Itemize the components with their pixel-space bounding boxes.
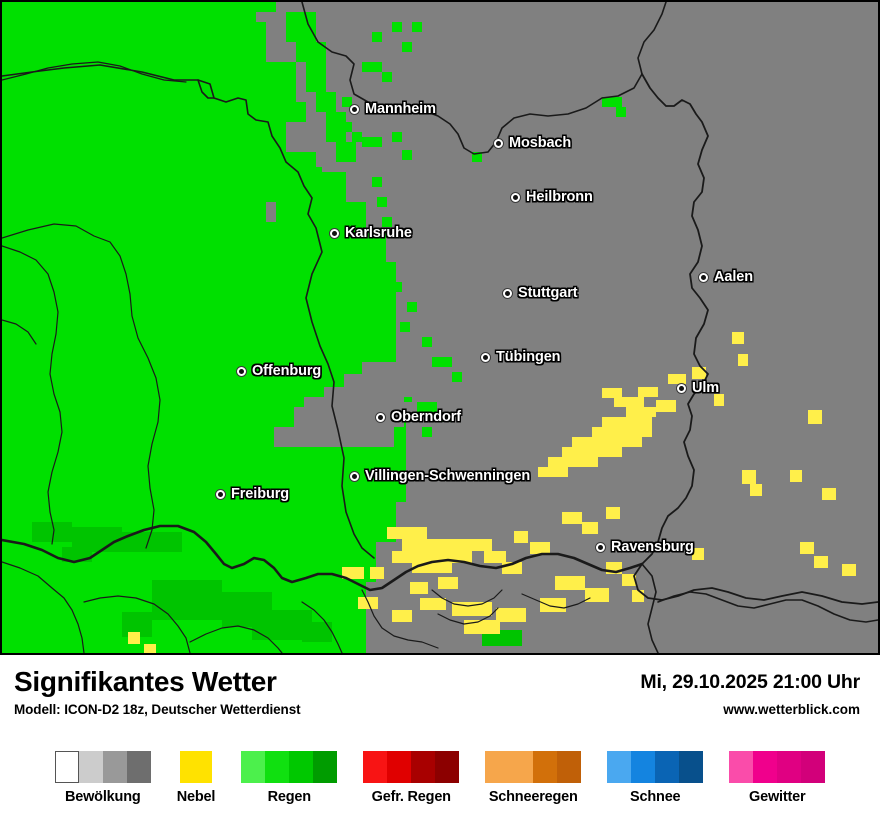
legend-swatch	[729, 751, 754, 783]
legend-label: Bewölkung	[64, 789, 141, 805]
valid-timestamp: Mi, 29.10.2025 21:00 Uhr	[640, 671, 860, 693]
legend-item-regen[interactable]: Regen	[241, 751, 338, 805]
city-marker-icon	[329, 227, 340, 239]
city-heilbronn[interactable]: Heilbronn	[510, 189, 593, 205]
legend-swatch	[753, 751, 778, 783]
city-label: Aalen	[714, 269, 753, 285]
legend-item-schneeregen[interactable]: Schneeregen	[485, 751, 582, 805]
legend-swatch	[102, 751, 127, 783]
city-label: Offenburg	[252, 363, 322, 379]
city-label: Stuttgart	[518, 285, 578, 301]
legend-swatch	[313, 751, 338, 783]
city-aalen[interactable]: Aalen	[698, 269, 753, 285]
city-label: Mannheim	[365, 101, 436, 117]
model-subtitle: Modell: ICON-D2 18z, Deutscher Wetterdie…	[14, 702, 301, 718]
legend-swatch	[435, 751, 460, 783]
city-label: Ravensburg	[611, 539, 694, 555]
legend-label: Nebel	[176, 789, 216, 805]
city-marker-icon	[349, 470, 360, 482]
city-marker-icon	[236, 365, 247, 377]
legend-swatch	[485, 751, 510, 783]
city-label: Villingen-Schwenningen	[365, 468, 531, 484]
title-block: Signifikantes Wetter Modell: ICON-D2 18z…	[14, 666, 301, 718]
legend-swatch	[241, 751, 266, 783]
map-canvas[interactable]: Mannheim Mosbach Heilbronn Karlsruhe Aal…	[2, 2, 878, 653]
city-label: Mosbach	[509, 135, 572, 151]
city-label: Heilbronn	[526, 189, 593, 205]
legend-swatch	[557, 751, 582, 783]
legend-item-bewoelkung[interactable]: Bewölkung	[54, 751, 151, 805]
city-label: Ulm	[692, 380, 720, 396]
legend-item-schnee[interactable]: Schnee	[607, 751, 704, 805]
city-karlsruhe[interactable]: Karlsruhe	[329, 225, 412, 241]
legend-label: Gewitter	[749, 789, 806, 805]
city-marker-icon	[349, 103, 360, 115]
legend-item-gefr-regen[interactable]: Gefr. Regen	[363, 751, 460, 805]
legend-swatch	[387, 751, 412, 783]
meta-block: Mi, 29.10.2025 21:00 Uhr www.wetterblick…	[640, 671, 860, 717]
city-freiburg[interactable]: Freiburg	[215, 486, 289, 502]
city-label-layer: Mannheim Mosbach Heilbronn Karlsruhe Aal…	[2, 2, 878, 653]
footer-top: Signifikantes Wetter Modell: ICON-D2 18z…	[0, 655, 880, 733]
legend-swatch	[679, 751, 704, 783]
legend-swatches	[729, 751, 826, 783]
legend-swatch	[265, 751, 290, 783]
legend-swatch	[54, 751, 79, 783]
city-marker-icon	[215, 488, 226, 500]
city-label: Tübingen	[496, 349, 561, 365]
legend-swatch	[777, 751, 802, 783]
city-villingen-schwenningen[interactable]: Villingen-Schwenningen	[349, 468, 530, 484]
city-marker-icon	[510, 191, 521, 203]
city-marker-icon	[493, 137, 504, 149]
city-label: Karlsruhe	[345, 225, 412, 241]
footer: Signifikantes Wetter Modell: ICON-D2 18z…	[0, 655, 880, 830]
city-tuebingen[interactable]: Tübingen	[480, 349, 561, 365]
city-ulm[interactable]: Ulm	[676, 380, 719, 396]
page-title: Signifikantes Wetter	[14, 666, 277, 697]
legend-label: Schnee	[630, 789, 681, 805]
city-label: Freiburg	[231, 486, 290, 502]
website-url: www.wetterblick.com	[723, 702, 860, 717]
city-mosbach[interactable]: Mosbach	[493, 135, 571, 151]
city-stuttgart[interactable]: Stuttgart	[502, 285, 578, 301]
city-marker-icon	[375, 411, 386, 423]
legend-swatch	[631, 751, 656, 783]
city-marker-icon	[502, 287, 513, 299]
city-ravensburg[interactable]: Ravensburg	[595, 539, 694, 555]
legend-swatch	[509, 751, 534, 783]
legend-swatches	[180, 751, 212, 783]
city-label: Oberndorf	[391, 409, 461, 425]
legend-swatch	[655, 751, 680, 783]
legend-swatch	[126, 751, 151, 783]
city-offenburg[interactable]: Offenburg	[236, 363, 321, 379]
legend-swatches	[607, 751, 704, 783]
legend-swatches	[363, 751, 460, 783]
city-marker-icon	[480, 351, 491, 363]
city-mannheim[interactable]: Mannheim	[349, 101, 436, 117]
legend-swatch	[607, 751, 632, 783]
legend-item-nebel[interactable]: Nebel	[176, 751, 216, 805]
city-oberndorf[interactable]: Oberndorf	[375, 409, 461, 425]
legend-swatches	[241, 751, 338, 783]
legend-swatch	[180, 751, 212, 783]
legend-swatches	[54, 751, 151, 783]
city-marker-icon	[676, 382, 687, 394]
legend-swatch	[801, 751, 826, 783]
legend: Bewölkung Nebel Regen	[0, 751, 880, 805]
legend-swatches	[485, 751, 582, 783]
legend-swatch	[533, 751, 558, 783]
legend-label: Gefr. Regen	[371, 789, 451, 805]
legend-swatch	[289, 751, 314, 783]
legend-label: Schneeregen	[488, 789, 578, 805]
legend-swatch	[78, 751, 103, 783]
city-marker-icon	[698, 271, 709, 283]
legend-swatch	[363, 751, 388, 783]
legend-swatch	[411, 751, 436, 783]
legend-item-gewitter[interactable]: Gewitter	[729, 751, 826, 805]
map-panel[interactable]: Mannheim Mosbach Heilbronn Karlsruhe Aal…	[0, 0, 880, 655]
legend-label: Regen	[267, 789, 312, 805]
city-marker-icon	[595, 541, 606, 553]
